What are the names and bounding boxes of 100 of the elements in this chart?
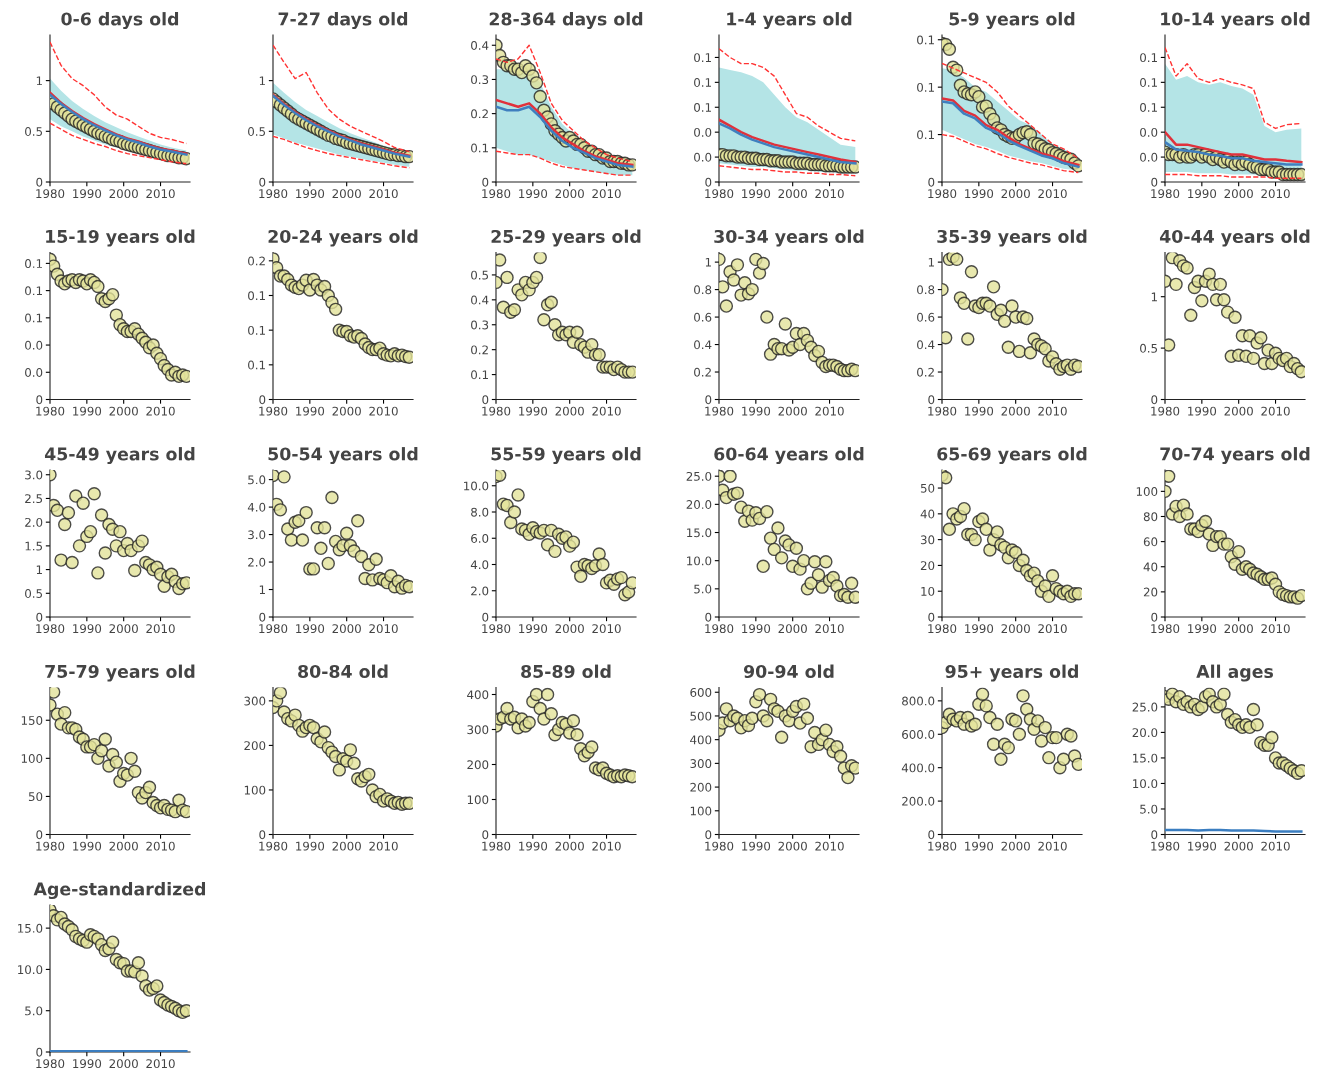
y-tick-label: 8.0: [471, 507, 489, 517]
y-tick-label: 300: [244, 696, 266, 706]
chart-title: 40-44 years old: [1159, 229, 1310, 247]
x-tick-label: 2010: [1261, 841, 1290, 851]
y-tick-label: 1.5: [25, 541, 43, 551]
y-tick-label: 20.0: [1132, 728, 1158, 738]
x-tick-label: 2000: [1001, 841, 1030, 851]
chart-title: 45-49 years old: [44, 447, 195, 465]
y-tick-label: 1: [928, 258, 934, 267]
y-tick-label: 200: [690, 782, 712, 792]
x-tick-label: 1990: [1188, 189, 1217, 199]
x-tick-label: 1990: [73, 406, 102, 416]
y-tick-label: 40: [920, 509, 935, 519]
y-tick-label: 40: [1143, 562, 1158, 572]
x-tick-label: 1980: [259, 624, 288, 634]
x-tick-label: 1990: [296, 406, 325, 416]
x-tick-label: 1980: [1151, 189, 1180, 199]
y-tick-label: 80: [1143, 512, 1158, 522]
chart-title: 1-4 years old: [727, 12, 852, 30]
x-tick-label: 1990: [73, 1059, 102, 1069]
x-tick-label: 1980: [36, 189, 65, 199]
x-tick-label: 2010: [592, 624, 621, 634]
x-tick-label: 1980: [705, 624, 734, 634]
x-tick-label: 2000: [109, 189, 138, 199]
y-tick-label: 100: [1136, 487, 1158, 497]
chart-title: 50-54 years old: [268, 447, 418, 465]
x-tick-label: 2010: [146, 1059, 175, 1069]
x-tick-label: 2000: [332, 406, 361, 416]
x-tick-label: 2010: [1038, 841, 1067, 851]
x-tick-label: 2010: [369, 406, 398, 416]
y-tick-label: 20: [1143, 587, 1158, 597]
x-tick-label: 1990: [519, 189, 548, 199]
x-tick-label: 1990: [73, 624, 102, 634]
chart-title: 75-79 years old: [45, 664, 195, 682]
y-tick-label: 0: [1151, 830, 1158, 840]
x-tick-label: 1990: [1188, 624, 1217, 634]
y-tick-label: 400: [467, 690, 489, 700]
x-tick-label: 2010: [1261, 189, 1290, 199]
chart-title: 80-84 old: [298, 664, 388, 679]
chart-title: 95+ years old: [945, 664, 1078, 682]
y-tick-label: 10.0: [464, 481, 489, 491]
y-tick-label: 600.0: [902, 730, 935, 739]
y-tick-label: 0: [36, 830, 43, 840]
y-tick-label: 5.0: [25, 1006, 43, 1016]
x-tick-label: 2010: [815, 841, 844, 851]
x-tick-label: 2010: [815, 406, 844, 416]
x-tick-label: 1980: [36, 841, 65, 851]
x-tick-label: 1980: [705, 189, 734, 199]
y-tick-label: 0: [1151, 177, 1158, 187]
x-tick-label: 2010: [369, 841, 398, 851]
y-tick-label: 0.2: [471, 345, 488, 355]
chart-title: 28-364 days old: [489, 12, 643, 30]
x-tick-label: 1990: [519, 841, 548, 851]
chart-title: 15-19 years old: [46, 229, 195, 247]
y-tick-label: 1: [259, 76, 265, 86]
y-tick-label: 1: [259, 585, 265, 595]
y-tick-label: 0.2: [694, 367, 711, 377]
y-tick-label: 0.1: [694, 53, 711, 63]
x-tick-label: 1990: [742, 406, 771, 416]
x-tick-label: 1990: [965, 624, 994, 634]
y-tick-label: 0: [259, 395, 266, 405]
x-tick-label: 2000: [1001, 189, 1030, 199]
x-tick-label: 2000: [555, 841, 584, 851]
y-tick-label: 500: [690, 711, 712, 721]
y-tick-label: 25.0: [1132, 702, 1158, 712]
x-tick-label: 1980: [1151, 406, 1180, 416]
y-tick-label: 0.1: [471, 143, 488, 153]
x-tick-label: 2000: [332, 189, 361, 199]
y-tick-label: 15.0: [18, 923, 43, 933]
x-tick-label: 1980: [1151, 841, 1180, 851]
x-tick-label: 1980: [1151, 624, 1180, 634]
chart-title: 0-6 days old: [61, 12, 179, 30]
x-tick-label: 2000: [109, 624, 138, 634]
chart-title: 65-69 years old: [937, 447, 1087, 465]
y-tick-label: 10: [921, 586, 935, 596]
y-tick-label: 25.0: [686, 471, 712, 481]
chart-title: 10-14 years old: [1161, 12, 1310, 30]
chart-title: 20-24 years old: [268, 229, 418, 247]
chart-title: 7-27 days old: [278, 12, 408, 30]
chart-title: 55-59 years old: [491, 447, 641, 465]
y-tick-label: 0: [1151, 395, 1158, 405]
y-tick-label: 15.0: [1133, 753, 1158, 763]
x-tick-label: 2000: [1224, 189, 1253, 199]
y-tick-label: 150: [21, 715, 43, 725]
y-tick-label: 0.1: [694, 102, 711, 112]
y-tick-label: 10.0: [687, 556, 712, 566]
y-tick-label: 0: [259, 830, 266, 840]
y-tick-label: 0.5: [471, 270, 489, 280]
y-tick-label: 0.1: [25, 313, 42, 323]
y-tick-label: 5.0: [1140, 804, 1158, 814]
chart-title: 35-39 years old: [937, 229, 1087, 247]
chart-title: 60-64 years old: [714, 447, 864, 465]
y-tick-label: 0.2: [248, 256, 265, 266]
y-tick-label: 0.0: [1140, 152, 1158, 162]
y-tick-label: 3.0: [248, 530, 266, 540]
x-tick-label: 2010: [592, 189, 621, 199]
y-tick-label: 0.4: [471, 40, 489, 50]
x-tick-label: 2010: [146, 189, 175, 199]
x-tick-label: 1980: [928, 841, 957, 851]
y-tick-label: 60: [1143, 537, 1158, 547]
